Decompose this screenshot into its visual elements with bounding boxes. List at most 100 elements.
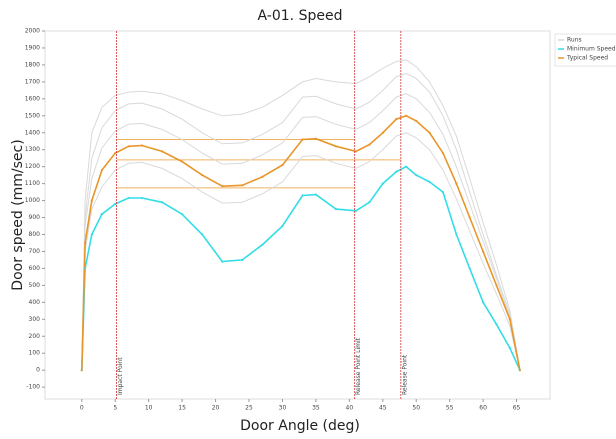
point bbox=[90, 199, 93, 202]
x-tick-label: 65 bbox=[513, 405, 521, 412]
point bbox=[455, 233, 458, 236]
point bbox=[508, 318, 511, 321]
point bbox=[114, 152, 117, 155]
y-tick-label: 1400 bbox=[25, 129, 40, 136]
point bbox=[482, 250, 485, 253]
point bbox=[405, 165, 408, 168]
point bbox=[368, 143, 371, 146]
run-line bbox=[81, 93, 521, 371]
point bbox=[140, 196, 144, 200]
point bbox=[90, 233, 93, 236]
point bbox=[201, 233, 204, 236]
point bbox=[160, 201, 164, 204]
point bbox=[281, 163, 284, 167]
x-tick-label: 25 bbox=[245, 405, 253, 412]
x-tick-label: 60 bbox=[479, 405, 487, 412]
point bbox=[314, 137, 317, 140]
point bbox=[241, 184, 244, 187]
point bbox=[441, 191, 445, 194]
y-tick-label: 0 bbox=[36, 367, 40, 374]
point bbox=[415, 174, 418, 177]
point bbox=[415, 119, 418, 122]
x-axis-label: Door Angle (deg) bbox=[240, 418, 360, 434]
point bbox=[84, 267, 87, 270]
point bbox=[160, 150, 164, 153]
point bbox=[201, 174, 204, 177]
plot-frame bbox=[44, 30, 551, 400]
x-tick-label: 20 bbox=[212, 405, 220, 412]
x-tick-label: 10 bbox=[145, 405, 153, 412]
point bbox=[221, 260, 224, 263]
point bbox=[281, 224, 284, 228]
point bbox=[314, 193, 317, 196]
point bbox=[405, 114, 408, 117]
point bbox=[368, 201, 371, 204]
marker-label: Release Point bbox=[401, 354, 408, 395]
legend-label: Runs bbox=[567, 37, 582, 44]
y-tick-label: 800 bbox=[29, 231, 41, 238]
point bbox=[395, 118, 398, 121]
point bbox=[334, 207, 338, 211]
point bbox=[468, 267, 471, 270]
point bbox=[482, 301, 485, 304]
y-tick-label: 900 bbox=[29, 214, 41, 221]
y-tick-label: 1200 bbox=[25, 163, 40, 170]
y-tick-label: -100 bbox=[26, 384, 40, 391]
y-tick-label: 500 bbox=[29, 282, 41, 289]
point bbox=[100, 213, 103, 216]
point bbox=[127, 196, 130, 200]
x-tick-label: 15 bbox=[178, 405, 186, 412]
point bbox=[261, 243, 264, 246]
marker-label: Release Point Limit bbox=[355, 337, 362, 395]
point bbox=[114, 202, 117, 206]
point bbox=[428, 180, 431, 184]
marker-label: Impact Point bbox=[117, 357, 124, 395]
x-tick-label: 0 bbox=[80, 405, 84, 412]
point bbox=[84, 241, 87, 245]
x-tick-label: 35 bbox=[312, 405, 320, 412]
y-tick-label: 700 bbox=[29, 248, 41, 255]
point bbox=[428, 131, 431, 134]
point bbox=[354, 209, 358, 212]
point bbox=[495, 323, 498, 326]
point bbox=[495, 284, 498, 287]
point bbox=[100, 168, 103, 172]
legend-label: Minimum Speed bbox=[567, 46, 616, 53]
run-line bbox=[81, 72, 521, 371]
chart-title: A-01. Speed bbox=[258, 8, 343, 24]
y-tick-label: 1800 bbox=[25, 61, 40, 68]
y-tick-label: 1700 bbox=[25, 78, 40, 85]
point bbox=[381, 131, 384, 134]
point bbox=[441, 152, 445, 155]
y-tick-label: 1600 bbox=[25, 95, 40, 102]
point bbox=[395, 170, 398, 173]
y-tick-label: 1500 bbox=[25, 112, 40, 119]
x-tick-label: 50 bbox=[412, 405, 420, 412]
x-tick-label: 5 bbox=[113, 405, 117, 412]
legend-label: Typical Speed bbox=[566, 55, 608, 62]
y-tick-label: 1100 bbox=[25, 180, 40, 187]
y-tick-label: 100 bbox=[29, 350, 41, 357]
y-tick-label: 2000 bbox=[25, 28, 40, 35]
point bbox=[80, 369, 83, 372]
point bbox=[241, 258, 244, 262]
y-axis-label: Door speed (mm/sec) bbox=[10, 139, 26, 290]
point bbox=[140, 144, 144, 147]
x-tick-label: 45 bbox=[379, 405, 387, 412]
x-tick-label: 30 bbox=[279, 405, 287, 412]
point bbox=[455, 182, 458, 185]
y-tick-label: 1300 bbox=[25, 146, 40, 153]
point bbox=[468, 216, 471, 219]
x-tick-label: 55 bbox=[446, 405, 454, 412]
x-tick-label: 40 bbox=[346, 405, 354, 412]
point bbox=[518, 369, 522, 372]
run-line bbox=[81, 132, 521, 371]
point bbox=[221, 185, 224, 188]
point bbox=[301, 194, 304, 197]
point bbox=[334, 145, 338, 148]
point bbox=[381, 182, 384, 185]
point bbox=[181, 213, 184, 216]
y-tick-label: 1900 bbox=[25, 44, 40, 51]
